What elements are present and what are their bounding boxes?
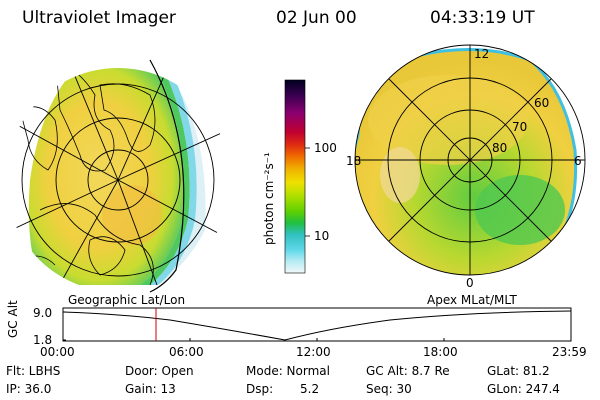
glon-info: GLon: 247.4 (487, 382, 560, 396)
altitude-plot (62, 307, 572, 342)
altitude-xtick: 18:00 (423, 345, 458, 359)
lat-label-70: 70 (512, 120, 528, 134)
altitude-ytick-1-8: 1.8 (33, 333, 53, 347)
geographic-map (6, 68, 230, 292)
mlt-label-12: 12 (474, 47, 490, 61)
mode-info: Mode: Normal (246, 364, 330, 378)
altitude-xtick: 06:00 (169, 345, 204, 359)
gain-info: Gain: 13 (125, 382, 176, 396)
lat-label-80: 80 (492, 141, 508, 155)
earth-limb (149, 59, 185, 293)
colorbar (284, 79, 306, 274)
ip-info: IP: 36.0 (6, 382, 52, 396)
colorbar-tick-10: 10 (314, 229, 330, 243)
filter-info: Flt: LBHS (6, 364, 61, 378)
altitude-ytick-9: 9.0 (33, 306, 53, 320)
gc-alt-info: GC Alt: 8.7 Re (366, 364, 450, 378)
lat-label-60: 60 (534, 96, 550, 110)
door-info: Door: Open (125, 364, 194, 378)
altitude-xtick: 00:00 (40, 345, 75, 359)
date-label: 02 Jun 00 (276, 8, 357, 28)
glat-info: GLat: 81.2 (487, 364, 550, 378)
altitude-ylabel: GC Alt (6, 300, 20, 338)
altitude-xtick: 23:59 (552, 345, 587, 359)
colorbar-tick-100: 100 (314, 141, 337, 155)
mlt-label-6: 6 (574, 154, 582, 168)
apex-grid (354, 44, 586, 276)
dsp-value: 5.2 (300, 382, 320, 396)
geographic-map-label: Geographic Lat/Lon (68, 293, 186, 307)
seq-info: Seq: 30 (366, 382, 412, 396)
altitude-xtick: 12:00 (296, 345, 331, 359)
app-title: Ultraviolet Imager (22, 8, 176, 28)
mlt-label-18: 18 (346, 154, 362, 168)
apex-map-label: Apex MLat/MLT (427, 293, 517, 307)
time-label: 04:33:19 UT (430, 8, 535, 28)
colorbar-unit-label: photon cm⁻²s⁻¹ (262, 152, 276, 245)
mlt-label-0: 0 (466, 276, 474, 290)
dsp-info: Dsp: (246, 382, 274, 396)
